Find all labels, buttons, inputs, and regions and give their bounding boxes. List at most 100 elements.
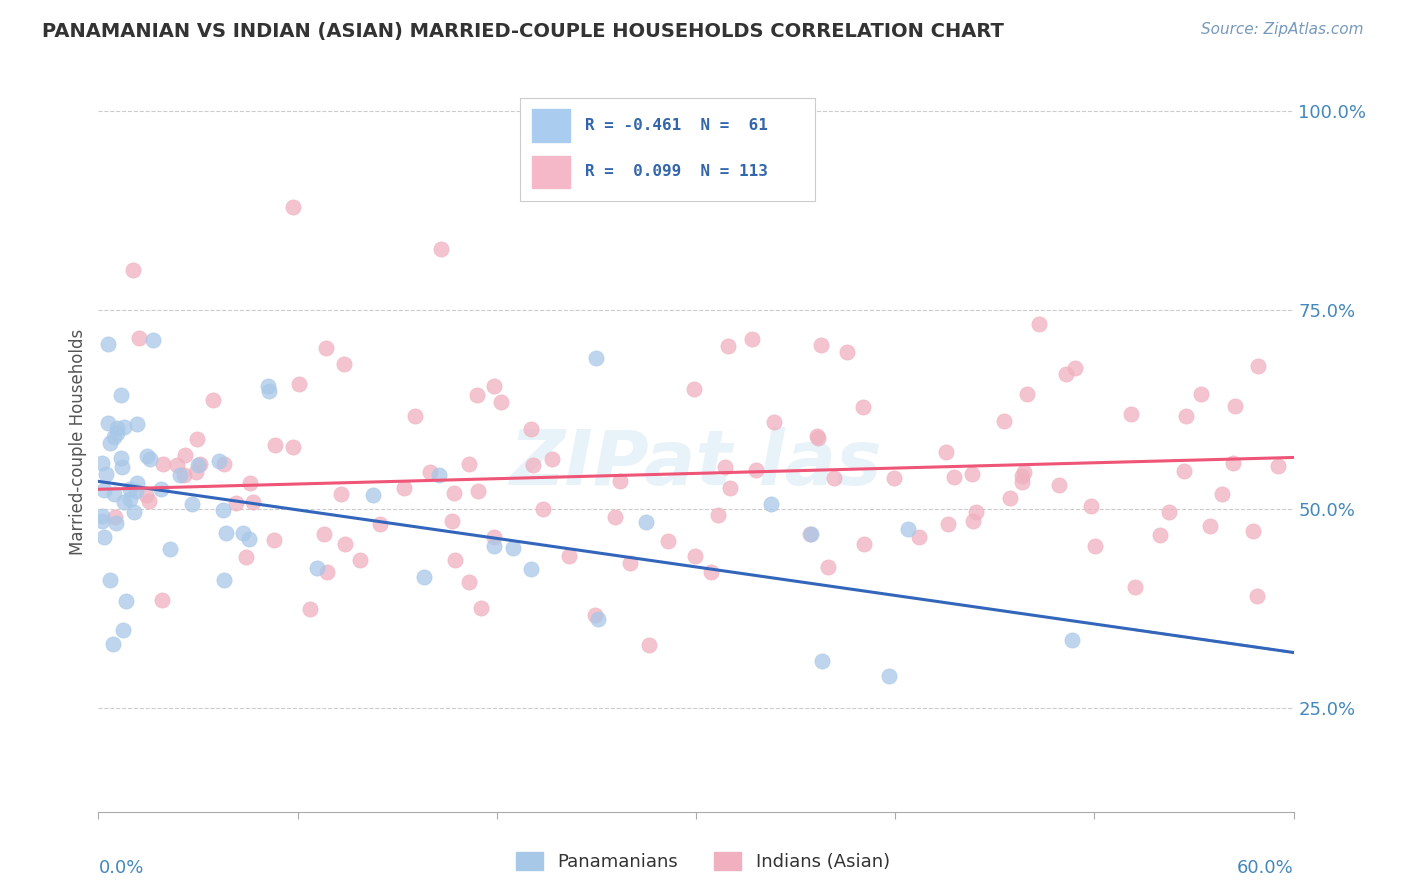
Point xyxy=(717,339,740,353)
Point xyxy=(1222,456,1244,470)
Point xyxy=(1199,518,1222,533)
Point xyxy=(852,400,875,414)
Point xyxy=(105,425,128,440)
Point xyxy=(586,612,609,626)
Point xyxy=(211,503,233,517)
Point xyxy=(184,465,207,479)
Point xyxy=(259,384,281,398)
Point xyxy=(558,549,581,563)
Point xyxy=(173,468,195,483)
Point xyxy=(288,377,311,392)
Point xyxy=(1223,400,1246,414)
Point xyxy=(94,467,117,482)
Point xyxy=(121,263,143,277)
Point xyxy=(810,654,832,668)
Point xyxy=(181,498,204,512)
Point xyxy=(800,527,823,541)
Point xyxy=(962,514,984,528)
Point xyxy=(315,341,337,355)
Point xyxy=(470,600,492,615)
Point xyxy=(91,514,114,528)
Point xyxy=(103,487,125,501)
Point xyxy=(212,457,235,471)
Text: ZIPat las: ZIPat las xyxy=(509,426,883,500)
Point xyxy=(935,444,957,458)
Point xyxy=(212,573,235,587)
Point xyxy=(202,392,225,407)
Point xyxy=(135,488,157,502)
Point xyxy=(136,449,159,463)
Point xyxy=(427,467,450,482)
Point xyxy=(105,516,128,530)
Text: Source: ZipAtlas.com: Source: ZipAtlas.com xyxy=(1201,22,1364,37)
Point xyxy=(965,505,987,519)
Point xyxy=(138,494,160,508)
Point xyxy=(329,487,352,501)
Point xyxy=(745,463,768,477)
Point xyxy=(97,336,120,351)
Point xyxy=(741,332,763,346)
Point xyxy=(118,482,141,496)
Point xyxy=(1175,409,1198,423)
Text: R =  0.099  N = 113: R = 0.099 N = 113 xyxy=(585,164,768,179)
Point xyxy=(1247,359,1270,373)
Point xyxy=(93,483,115,497)
Point xyxy=(238,532,260,546)
Point xyxy=(98,436,121,450)
Point xyxy=(998,491,1021,505)
Point xyxy=(125,417,148,432)
Point xyxy=(264,438,287,452)
Point xyxy=(942,470,965,484)
Point xyxy=(235,549,257,564)
Point xyxy=(257,379,280,393)
Point xyxy=(465,387,488,401)
Point xyxy=(110,451,132,466)
Point xyxy=(1028,317,1050,331)
Point xyxy=(467,484,489,499)
Point xyxy=(908,530,931,544)
Point xyxy=(392,481,415,495)
Point xyxy=(112,623,135,637)
Point xyxy=(412,570,434,584)
Point xyxy=(482,379,505,393)
Point xyxy=(368,516,391,531)
Y-axis label: Married-couple Households: Married-couple Households xyxy=(69,328,87,555)
Point xyxy=(98,573,121,587)
Point xyxy=(718,481,741,495)
Point xyxy=(128,331,150,345)
Point xyxy=(125,476,148,491)
Point xyxy=(1080,500,1102,514)
Point xyxy=(159,542,181,557)
Point xyxy=(823,471,845,485)
Point xyxy=(101,637,124,651)
Point xyxy=(817,560,839,574)
Point xyxy=(458,457,481,471)
Point xyxy=(1189,386,1212,401)
Point xyxy=(208,454,231,468)
Text: 0.0%: 0.0% xyxy=(98,860,143,878)
FancyBboxPatch shape xyxy=(531,110,571,142)
Point xyxy=(174,448,197,462)
Point xyxy=(138,452,160,467)
Point xyxy=(877,669,900,683)
Point xyxy=(638,638,661,652)
Point xyxy=(263,533,285,548)
Point xyxy=(419,465,441,479)
Point xyxy=(443,485,465,500)
Point xyxy=(1246,589,1268,603)
Point xyxy=(1173,464,1195,478)
Point xyxy=(103,430,125,444)
Point xyxy=(111,459,134,474)
Point xyxy=(619,556,641,570)
Point xyxy=(603,510,626,524)
Point xyxy=(1267,459,1289,474)
Point xyxy=(810,338,832,352)
Point xyxy=(1011,468,1033,483)
Point xyxy=(430,242,453,256)
Point xyxy=(883,471,905,485)
Point xyxy=(531,501,554,516)
Point xyxy=(962,467,984,481)
Point xyxy=(1149,528,1171,542)
Point xyxy=(91,456,114,470)
Point xyxy=(835,345,858,359)
